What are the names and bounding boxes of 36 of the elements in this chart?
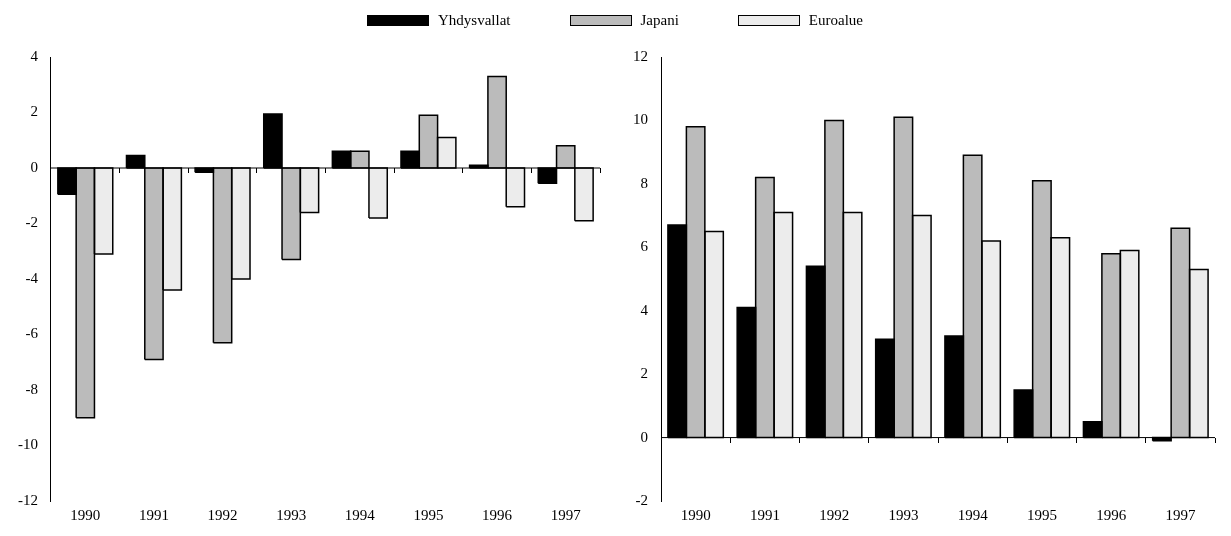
x-tick-label: 1995: [413, 506, 444, 523]
x-tick-label: 1994: [957, 506, 989, 523]
y-tick-label: 6: [640, 238, 649, 255]
y-tick-label: 0: [30, 158, 38, 175]
x-tick-label: 1992: [207, 506, 238, 523]
x-tick-label: 1991: [749, 506, 780, 523]
x-tick-label: 1992: [819, 506, 850, 523]
y-tick-label: 4: [30, 47, 39, 64]
y-tick-label: -2: [635, 491, 648, 508]
x-tick-label: 1993: [888, 506, 919, 523]
legend-label: Yhdysvallat: [438, 11, 511, 29]
y-tick-label: 2: [30, 103, 38, 120]
x-tick-label: 1993: [276, 506, 307, 523]
y-tick-label: 8: [640, 174, 648, 191]
x-tick-label: 1997: [550, 506, 582, 523]
x-tick-label: 1994: [344, 506, 376, 523]
x-tick-label: 1991: [138, 506, 169, 523]
y-tick-label: 0: [640, 428, 648, 445]
x-tick-label: 1995: [1026, 506, 1057, 523]
y-tick-label: 2: [640, 365, 648, 382]
y-tick-label: -12: [18, 491, 38, 508]
y-tick-label: -10: [18, 436, 38, 453]
y-tick-label: 10: [633, 111, 648, 128]
x-tick-label: 1990: [70, 506, 101, 523]
y-tick-label: -4: [25, 269, 39, 286]
y-tick-label: 4: [640, 301, 649, 318]
legend-label: Euroalue: [808, 11, 863, 29]
y-tick-label: 12: [633, 47, 648, 64]
legend-label: Japani: [640, 11, 679, 29]
x-tick-label: 1997: [1165, 506, 1196, 523]
x-tick-label: 1996: [1096, 506, 1127, 523]
x-tick-label: 1990: [680, 506, 711, 523]
y-tick-label: -8: [25, 380, 38, 397]
x-tick-label: 1996: [482, 506, 513, 523]
y-tick-label: -6: [25, 325, 39, 342]
y-tick-label: -2: [25, 214, 38, 231]
